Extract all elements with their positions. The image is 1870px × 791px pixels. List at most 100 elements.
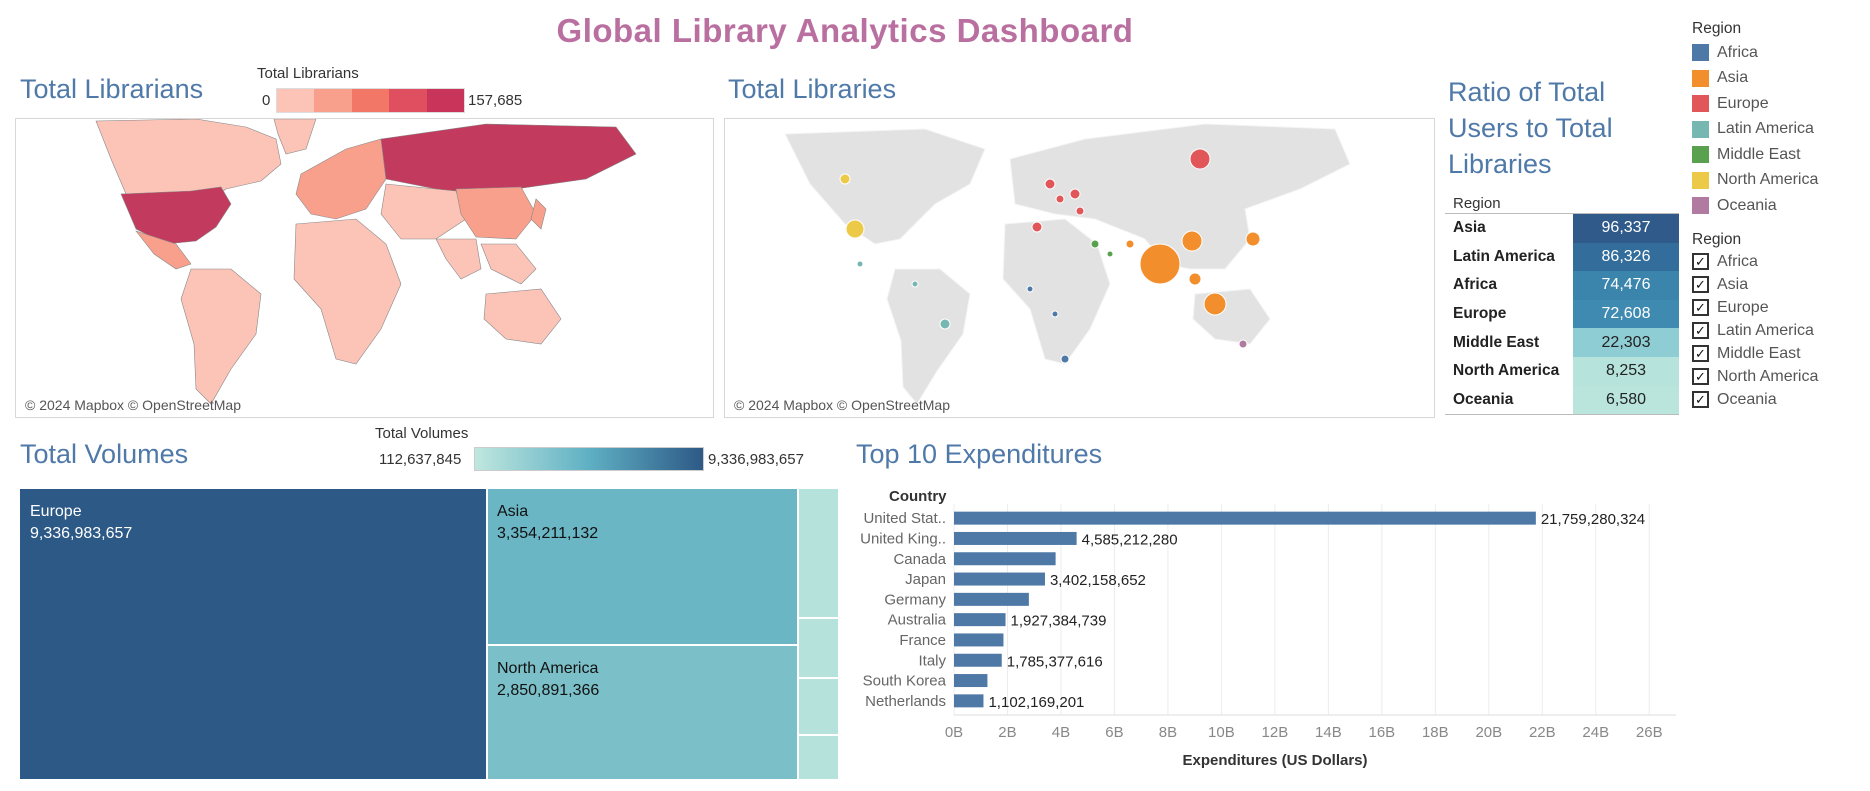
land-eurasia — [1009, 123, 1351, 270]
data-label: 1,102,169,201 — [988, 694, 1084, 711]
treemap-tile-small[interactable] — [799, 489, 838, 617]
treemap-tile-small[interactable] — [799, 619, 838, 677]
data-label: 3,402,158,652 — [1050, 572, 1146, 589]
region-legend-item[interactable]: Oceania — [1692, 193, 1868, 219]
checkbox[interactable]: ✓ — [1692, 276, 1709, 293]
bubble-africa — [1051, 310, 1059, 318]
ratio-table: Asia 96,337 Latin America 86,326 Africa … — [1445, 213, 1679, 416]
treemap-tile-asia[interactable]: Asia 3,354,211,132 — [488, 489, 797, 644]
libraries-bubble-map — [784, 123, 1351, 405]
bubble-asia — [1181, 230, 1203, 252]
bar — [954, 674, 988, 688]
region-legend-item[interactable]: Latin America — [1692, 117, 1868, 143]
treemap-tile-north-america[interactable]: North America 2,850,891,366 — [488, 646, 797, 779]
region-southeast-asia — [480, 243, 537, 285]
volumes-legend-title: Total Volumes — [375, 425, 469, 442]
category-label: Australia — [888, 612, 947, 629]
category-label: Netherlands — [865, 693, 946, 710]
ratio-region: Oceania — [1453, 390, 1514, 408]
bubble-north-america — [839, 173, 851, 185]
region-legend-item[interactable]: Europe — [1692, 91, 1868, 117]
ratio-row[interactable]: Middle East 22,303 — [1445, 328, 1679, 357]
librarians-legend-step — [314, 89, 352, 112]
ratio-row[interactable]: Africa 74,476 — [1445, 271, 1679, 300]
librarians-color-legend — [276, 88, 465, 113]
bubble-africa — [1060, 354, 1070, 364]
x-tick-label: 16B — [1369, 724, 1396, 741]
librarians-legend-title: Total Librarians — [257, 65, 359, 82]
country-mexico — [135, 230, 192, 270]
category-label: Japan — [905, 571, 946, 588]
tile-name: Europe — [30, 503, 82, 520]
bubble-africa — [1026, 285, 1034, 293]
librarians-legend-step — [426, 89, 465, 112]
x-tick-label: 14B — [1315, 724, 1342, 741]
region-legend-item[interactable]: Middle East — [1692, 142, 1868, 168]
region-filter-item[interactable]: ✓ Middle East — [1692, 342, 1868, 365]
libraries-map[interactable]: © 2024 Mapbox © OpenStreetMap — [724, 118, 1435, 418]
category-label: United Stat.. — [863, 510, 946, 527]
swatch — [1692, 197, 1709, 215]
land-australia — [1192, 288, 1271, 345]
region-legend-label: Middle East — [1717, 145, 1801, 163]
region-color-legend: Region Africa Asia Europe Latin America … — [1692, 20, 1868, 219]
ratio-value: 22,303 — [1573, 328, 1679, 357]
swatch — [1692, 69, 1709, 87]
bubble-europe — [1044, 178, 1056, 190]
region-legend-item[interactable]: Asia — [1692, 66, 1868, 92]
treemap-tile-europe[interactable]: Europe 9,336,983,657 — [20, 489, 486, 779]
bubble-asia — [1139, 243, 1181, 285]
tile-name: Asia — [497, 503, 529, 520]
bar — [954, 694, 984, 708]
category-label: South Korea — [863, 673, 947, 690]
ratio-title-line: Libraries — [1448, 149, 1552, 179]
bubble-asia — [1245, 231, 1261, 247]
category-label: Germany — [884, 591, 946, 608]
country-india — [435, 238, 482, 280]
region-filter-item[interactable]: ✓ Oceania — [1692, 388, 1868, 411]
librarians-map[interactable]: © 2024 Mapbox © OpenStreetMap — [15, 118, 714, 418]
dashboard-title: Global Library Analytics Dashboard — [556, 12, 1134, 49]
checkbox[interactable]: ✓ — [1692, 345, 1709, 362]
region-legend-title: Region — [1692, 20, 1742, 37]
checkbox[interactable]: ✓ — [1692, 391, 1709, 408]
expenditures-chart[interactable]: 0B 2B 4B 6B 8B 10B 12B 14B 16B 18B 20B 22B 24B 26B Cou… — [846, 486, 1686, 786]
checkbox[interactable]: ✓ — [1692, 253, 1709, 270]
bubble-europe — [1075, 206, 1085, 216]
region-filter-item[interactable]: ✓ North America — [1692, 365, 1868, 388]
region-legend-item[interactable]: Africa — [1692, 40, 1868, 66]
region-legend-item[interactable]: North America — [1692, 168, 1868, 194]
region-filter-item[interactable]: ✓ Europe — [1692, 296, 1868, 319]
treemap-tile-small[interactable] — [799, 736, 838, 779]
checkbox[interactable]: ✓ — [1692, 322, 1709, 339]
ratio-value: 74,476 — [1573, 271, 1679, 300]
checkbox[interactable]: ✓ — [1692, 368, 1709, 385]
region-filter-item[interactable]: ✓ Latin America — [1692, 319, 1868, 342]
country-russia — [380, 123, 637, 192]
region-filter-item[interactable]: ✓ Africa — [1692, 250, 1868, 273]
volumes-gradient-legend — [474, 447, 704, 471]
tile-name: North America — [497, 660, 599, 677]
treemap-tile-small[interactable] — [799, 679, 838, 734]
volumes-title: Total Volumes — [20, 439, 189, 469]
expenditures-bar-chart: 0B 2B 4B 6B 8B 10B 12B 14B 16B 18B 20B 22B 24B 26B Cou… — [860, 488, 1676, 769]
ratio-row[interactable]: North America 8,253 — [1445, 356, 1679, 386]
bar — [954, 511, 1536, 525]
librarians-legend-step — [351, 89, 390, 112]
land-south-america — [886, 268, 971, 405]
ratio-value: 6,580 — [1573, 385, 1679, 415]
tile-value: 2,850,891,366 — [497, 682, 600, 699]
bubble-middle-east — [1090, 239, 1100, 249]
x-tick-label: 22B — [1529, 724, 1556, 741]
checkbox[interactable]: ✓ — [1692, 299, 1709, 316]
ratio-row[interactable]: Asia 96,337 — [1445, 214, 1679, 243]
region-filter-label: Latin America — [1717, 321, 1814, 339]
region-legend-label: Africa — [1717, 43, 1758, 61]
region-legend-label: Oceania — [1717, 196, 1777, 214]
ratio-row[interactable]: Europe 72,608 — [1445, 299, 1679, 329]
region-filter-item[interactable]: ✓ Asia — [1692, 273, 1868, 296]
bar — [954, 572, 1045, 586]
ratio-row[interactable]: Latin America 86,326 — [1445, 242, 1679, 272]
volumes-treemap[interactable]: Europe 9,336,983,657 Asia 3,354,211,132 … — [20, 489, 838, 779]
ratio-row[interactable]: Oceania 6,580 — [1445, 385, 1679, 415]
